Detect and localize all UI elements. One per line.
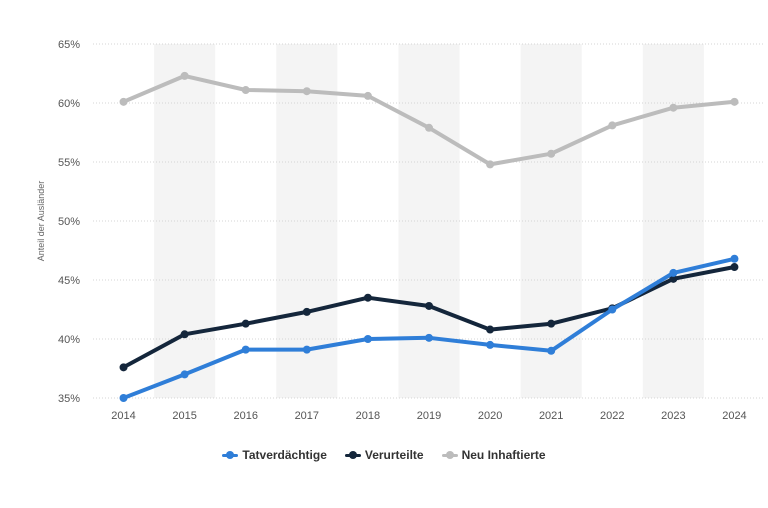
x-tick-label: 2015 bbox=[172, 410, 196, 422]
data-point bbox=[363, 335, 372, 343]
data-point bbox=[669, 268, 678, 277]
data-point bbox=[547, 346, 556, 355]
data-point bbox=[547, 319, 556, 328]
legend-label: Neu Inhaftierte bbox=[461, 448, 546, 462]
plot-band bbox=[520, 44, 582, 398]
data-point bbox=[669, 103, 678, 112]
data-point bbox=[180, 71, 189, 80]
y-tick-label: 40% bbox=[58, 334, 80, 346]
y-tick-label: 50% bbox=[58, 216, 80, 228]
data-point bbox=[241, 86, 250, 95]
data-point bbox=[730, 263, 739, 272]
data-point bbox=[302, 345, 311, 354]
legend-item[interactable]: Verurteilte bbox=[344, 448, 424, 462]
legend: Tatverdächtige Verurteilte Neu Inhaftierte bbox=[0, 448, 768, 462]
x-tick-label: 2018 bbox=[356, 410, 380, 422]
data-point bbox=[363, 293, 372, 302]
data-point bbox=[730, 97, 739, 106]
data-point bbox=[730, 254, 739, 263]
data-point bbox=[363, 91, 372, 100]
y-tick-label: 45% bbox=[58, 275, 80, 287]
legend-label: Verurteilte bbox=[364, 448, 424, 462]
legend-item[interactable]: Neu Inhaftierte bbox=[441, 448, 546, 462]
data-point bbox=[119, 363, 128, 372]
x-tick-label: 2016 bbox=[233, 410, 257, 422]
data-point bbox=[302, 307, 311, 316]
y-tick-label: 65% bbox=[58, 39, 80, 51]
data-point bbox=[119, 97, 128, 106]
y-axis-label: Anteil der Ausländer bbox=[36, 181, 46, 262]
x-tick-label: 2020 bbox=[478, 410, 502, 422]
data-point bbox=[180, 330, 189, 339]
data-point bbox=[425, 301, 433, 310]
x-tick-label: 2022 bbox=[600, 410, 624, 422]
line-chart: 35% 40% 45% 50% 55% 60% 65% 2014 2015 2016 2017 201… bbox=[36, 39, 765, 422]
data-point bbox=[302, 87, 311, 96]
data-point bbox=[241, 319, 250, 328]
y-tick-label: 35% bbox=[58, 393, 80, 405]
x-tick-label: 2021 bbox=[539, 410, 563, 422]
x-tick-label: 2023 bbox=[661, 410, 685, 422]
x-tick-label: 2019 bbox=[417, 410, 441, 422]
data-point bbox=[547, 149, 556, 158]
data-point bbox=[241, 345, 250, 354]
y-tick-label: 55% bbox=[58, 157, 80, 169]
legend-item[interactable]: Tatverdächtige bbox=[222, 448, 327, 462]
legend-marker-icon bbox=[344, 450, 361, 460]
data-point bbox=[486, 325, 495, 334]
data-point bbox=[425, 123, 433, 132]
legend-label: Tatverdächtige bbox=[242, 448, 327, 462]
data-point bbox=[180, 370, 189, 379]
legend-marker-icon bbox=[441, 450, 458, 460]
x-tick-label: 2014 bbox=[111, 410, 135, 422]
data-point bbox=[486, 160, 495, 169]
data-point bbox=[119, 394, 128, 402]
data-point bbox=[608, 121, 617, 130]
x-tick-label: 2017 bbox=[295, 410, 319, 422]
legend-marker-icon bbox=[222, 450, 239, 460]
x-tick-label: 2024 bbox=[722, 410, 746, 422]
y-tick-label: 60% bbox=[58, 98, 80, 110]
data-point bbox=[608, 305, 617, 314]
data-point bbox=[669, 274, 678, 283]
data-point bbox=[486, 340, 495, 349]
data-point bbox=[425, 333, 433, 342]
